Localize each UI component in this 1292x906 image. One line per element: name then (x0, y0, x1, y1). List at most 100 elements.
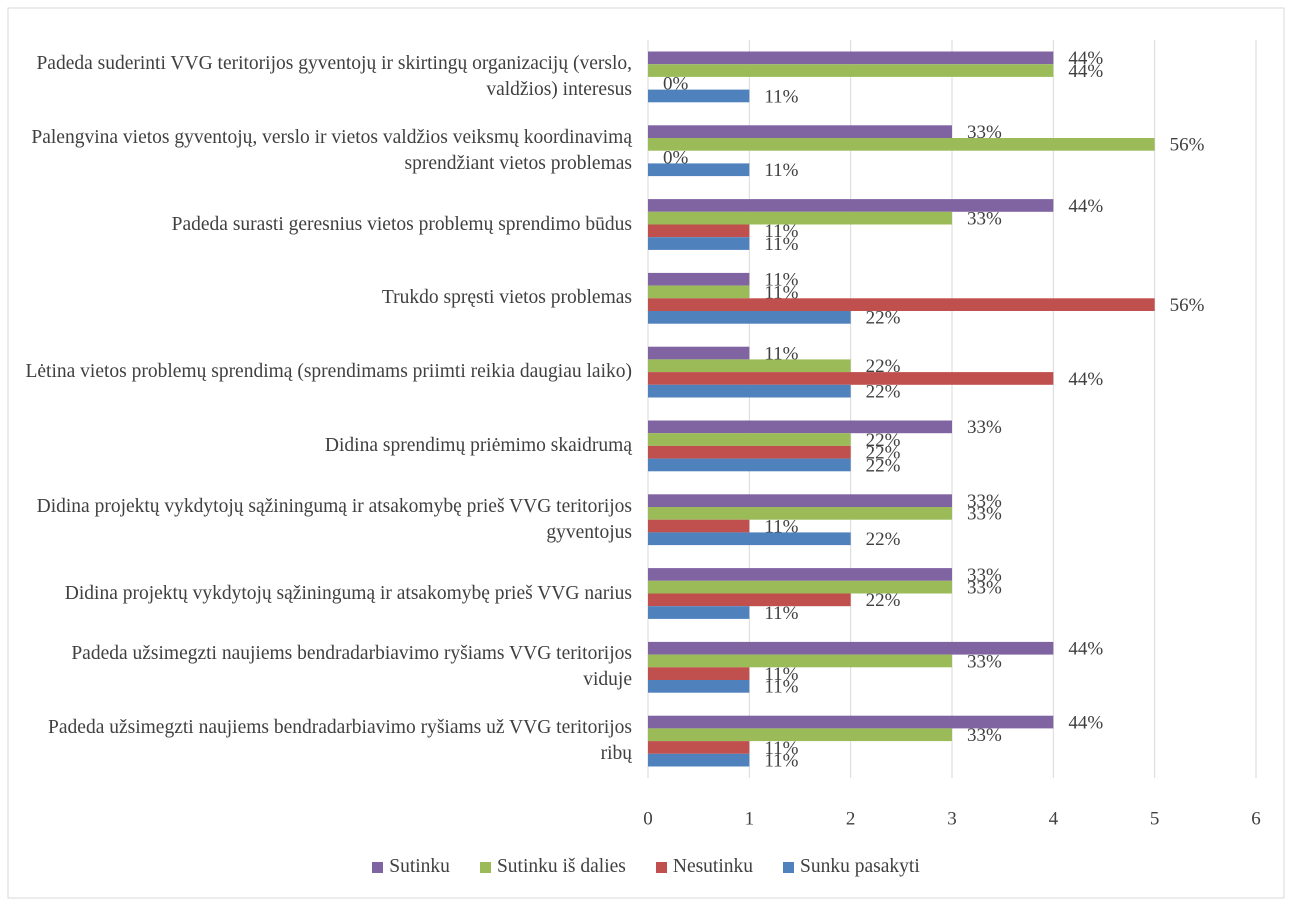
bar (648, 494, 952, 507)
bar (648, 311, 851, 324)
bar (648, 715, 1054, 729)
data-label: 22% (866, 443, 901, 464)
data-label: 11% (764, 664, 798, 685)
legend-swatch (783, 861, 795, 873)
data-label: 22% (866, 382, 901, 403)
x-tick-label: 2 (846, 808, 856, 829)
bar (648, 372, 1054, 385)
data-label: 11% (764, 516, 798, 537)
bar (648, 285, 750, 299)
data-label: 22% (866, 356, 901, 377)
bar (648, 384, 851, 398)
data-label: 44% (1068, 369, 1103, 390)
x-tick-label: 6 (1251, 808, 1261, 829)
bar (648, 163, 750, 177)
category-label: Padeda suderinti VVG teritorijos gyvento… (36, 52, 632, 100)
bar (648, 125, 952, 138)
bar (648, 593, 851, 607)
bar (648, 568, 952, 581)
data-label: 22% (866, 529, 901, 550)
data-label: 44% (1068, 61, 1103, 82)
bar (648, 211, 952, 225)
data-label: 33% (967, 209, 1002, 230)
bar (648, 224, 750, 238)
x-tick-label: 0 (643, 808, 653, 829)
legend-swatch (655, 861, 667, 873)
data-label: 33% (967, 651, 1002, 672)
data-label: 11% (764, 343, 798, 364)
category-label: Didina sprendimų priėmimo skaidrumą (324, 434, 632, 456)
legend-item: Nesutinku (655, 856, 754, 878)
legend: Sutinku Sutinku iš dalies Nesutinku Sunku p… (0, 856, 1292, 878)
data-label: 11% (764, 738, 798, 759)
x-tick-label: 3 (947, 808, 957, 829)
data-label: 22% (866, 308, 901, 329)
data-label: 0% (663, 74, 689, 95)
bar (648, 641, 1054, 655)
category-label: Padeda užsimegzti naujiems bendradarbiav… (48, 717, 632, 765)
data-label: 33% (967, 504, 1002, 525)
category-label: Lėtina vietos problemų sprendimą (sprend… (25, 361, 632, 383)
data-label: 56% (1170, 295, 1205, 316)
bar (648, 89, 750, 103)
category-label: Padeda surasti geresnius vietos problemų… (171, 213, 632, 235)
bar (648, 606, 750, 619)
category-label: Didina projektų vykdytojų sąžiningumą ir… (64, 582, 632, 604)
data-label: 44% (1068, 196, 1103, 217)
legend-item: Sutinku iš dalies (479, 856, 626, 878)
data-label: 11% (764, 677, 798, 698)
data-label: 33% (967, 417, 1002, 438)
bar (648, 199, 1054, 212)
category-label: Didina projektų vykdytojų sąžiningumą ir… (36, 495, 632, 543)
bar (648, 728, 952, 742)
legend-swatch (372, 861, 384, 873)
category-label: Trukdo spręsti vietos problemas (381, 287, 632, 309)
bar (648, 680, 750, 693)
legend-label: Sunku pasakyti (800, 856, 920, 877)
data-label: 44% (1068, 639, 1103, 660)
legend-item: Sutinku (372, 856, 450, 878)
data-label: 11% (764, 282, 798, 303)
legend-label: Nesutinku (672, 856, 754, 877)
bar (648, 667, 750, 680)
bar (648, 64, 1054, 77)
legend-swatch (479, 861, 491, 873)
x-tick-label: 1 (745, 808, 755, 829)
bar (648, 420, 952, 434)
data-label: 22% (866, 430, 901, 451)
x-tick-label: 5 (1150, 808, 1160, 829)
data-label: 11% (764, 221, 798, 242)
data-label: 0% (663, 147, 689, 168)
bar (648, 359, 851, 373)
bar (648, 51, 1054, 65)
bar (648, 741, 750, 754)
data-label: 33% (967, 725, 1002, 746)
bar (648, 445, 851, 459)
data-label: 44% (1068, 48, 1103, 69)
bar (648, 519, 750, 533)
legend-label: Sutinku (389, 856, 450, 877)
bar (648, 580, 952, 594)
bar (648, 346, 750, 360)
category-label: Padeda užsimegzti naujiems bendradarbiav… (71, 643, 632, 691)
category-label: Palengvina vietos gyventojų, verslo ir v… (31, 126, 632, 174)
bar (648, 433, 851, 446)
bar (648, 458, 851, 472)
bar (648, 753, 750, 767)
legend-label: Sutinku iš dalies (496, 856, 626, 877)
data-label: 33% (967, 122, 1002, 143)
data-label: 33% (967, 491, 1002, 512)
data-label: 22% (866, 590, 901, 611)
data-label: 11% (764, 751, 798, 772)
bar (648, 507, 952, 520)
chart-border (7, 7, 1285, 899)
data-label: 11% (764, 160, 798, 181)
bar (648, 532, 851, 546)
data-label: 56% (1170, 135, 1205, 156)
data-label: 11% (764, 603, 798, 624)
legend-item: Sunku pasakyti (783, 856, 920, 878)
bar (648, 654, 952, 668)
bar (648, 237, 750, 250)
